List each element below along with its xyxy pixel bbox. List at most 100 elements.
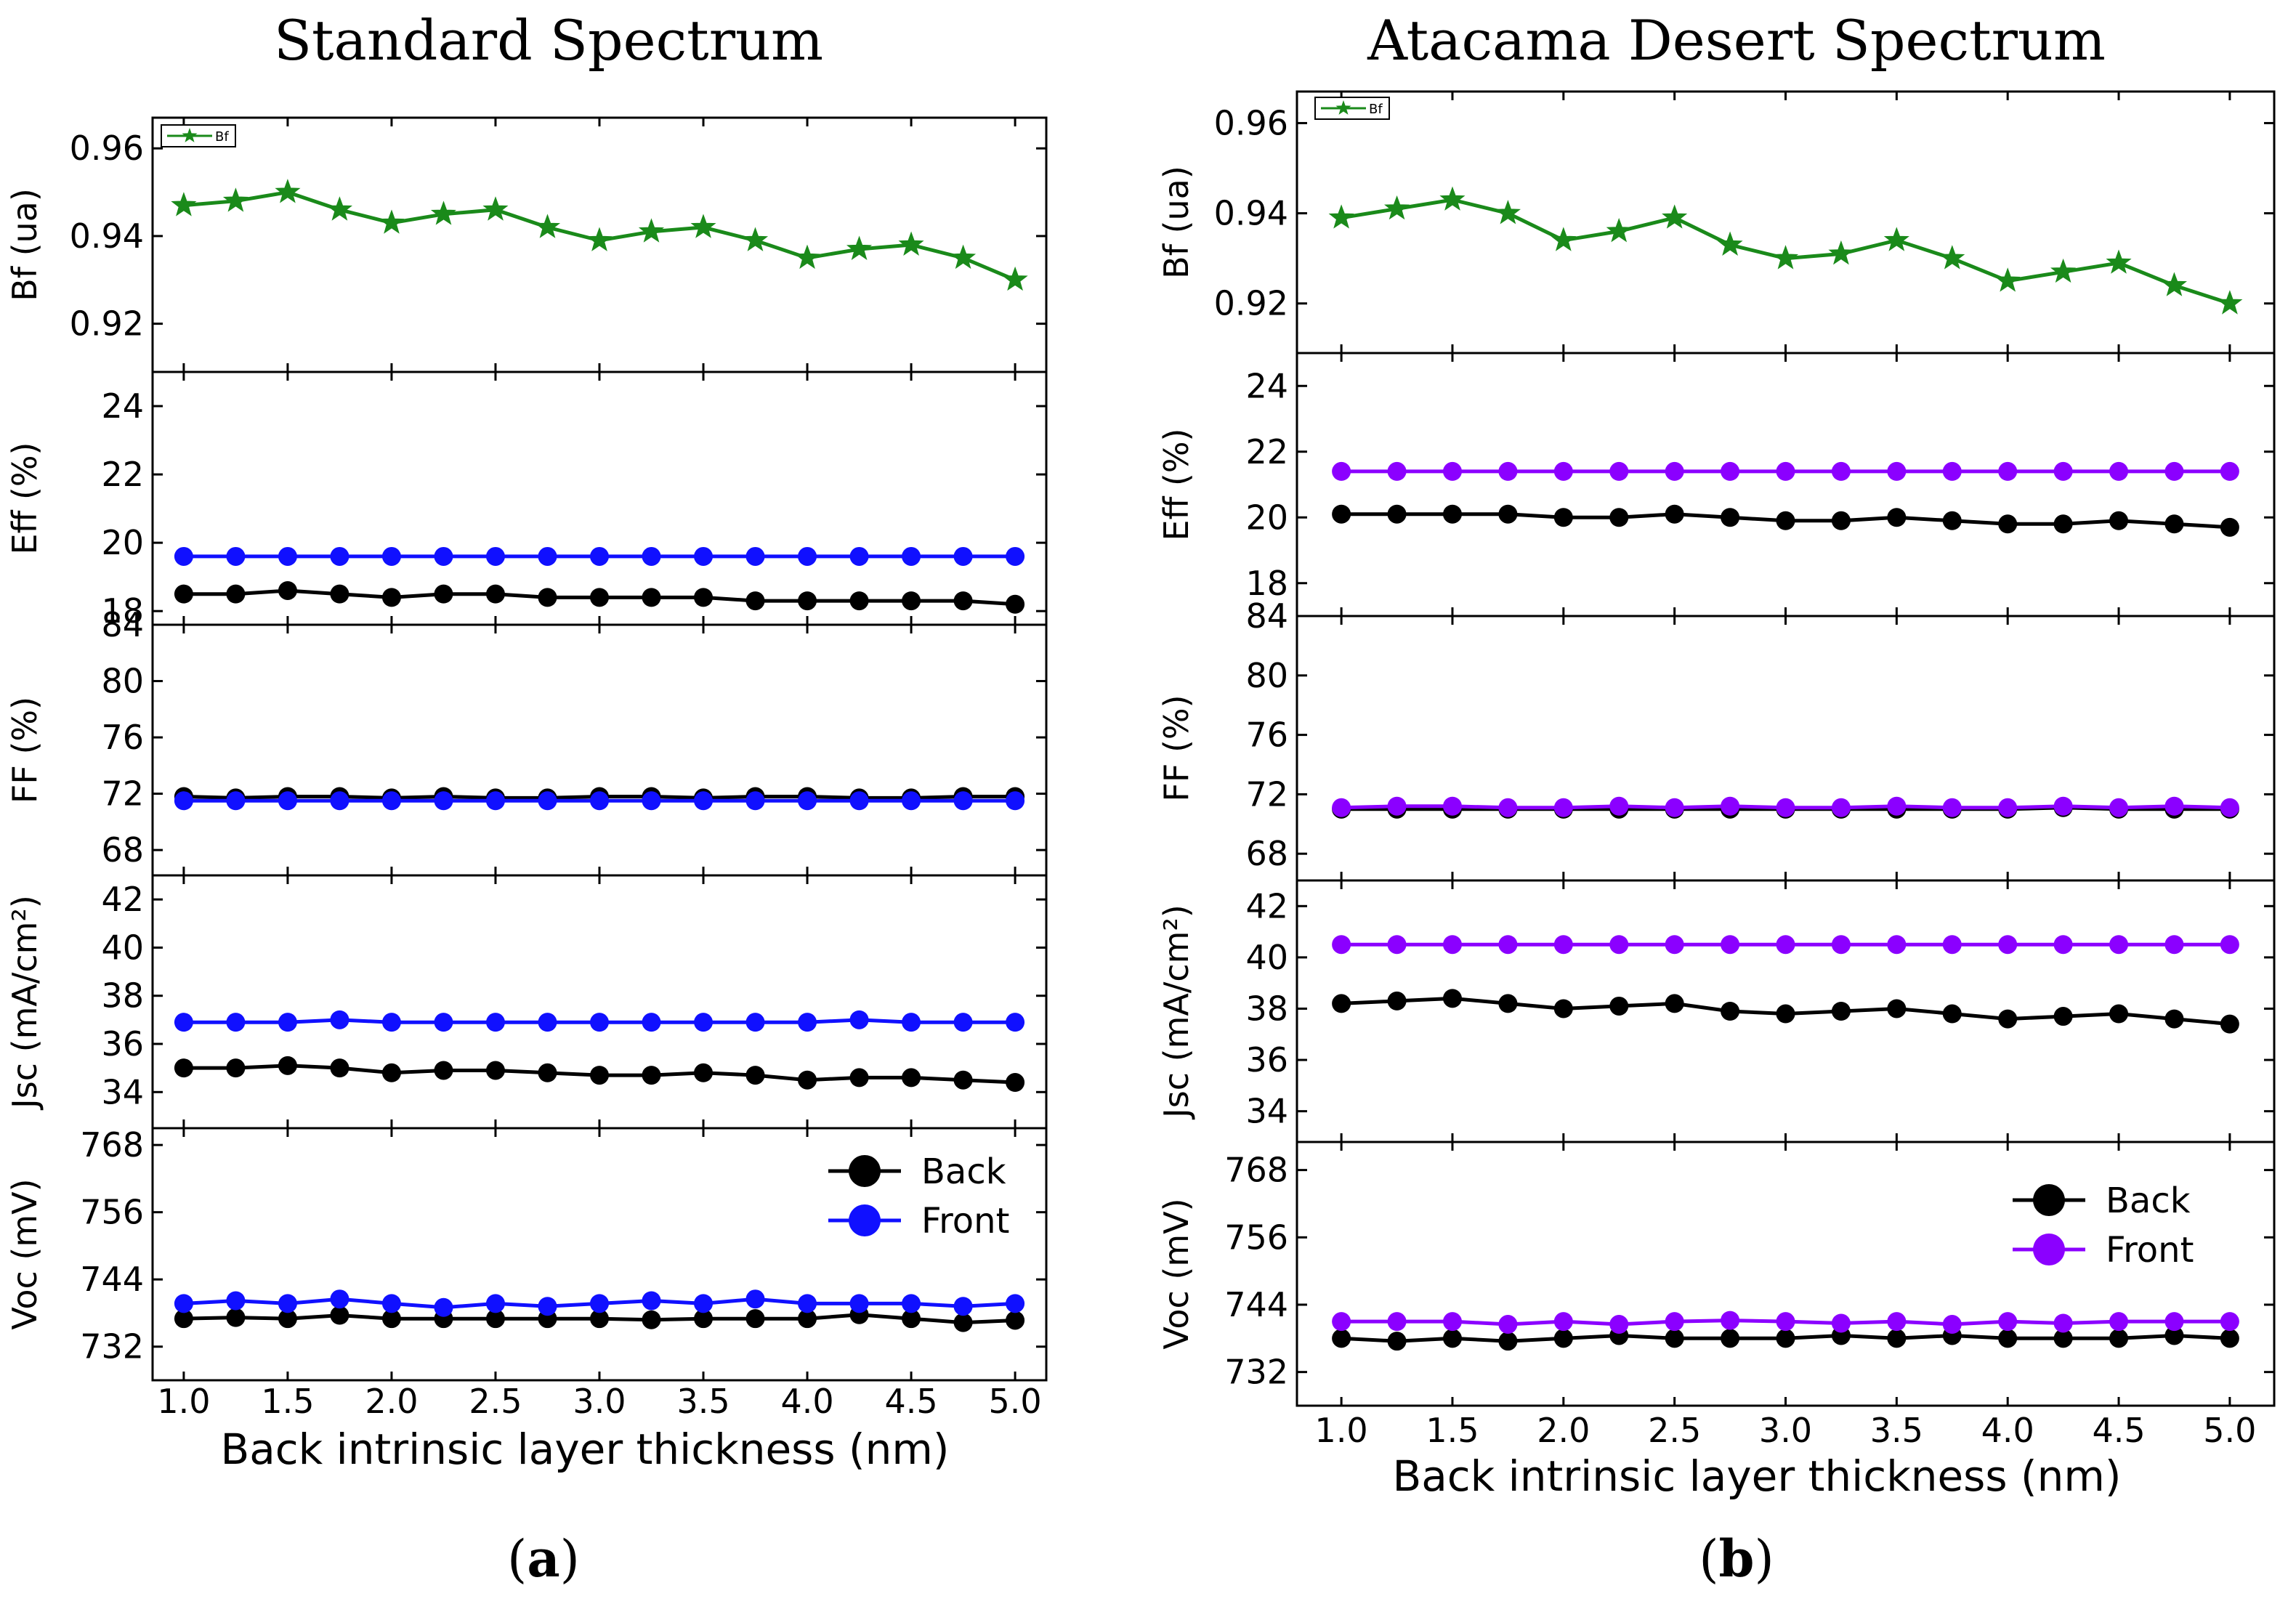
data-point <box>1442 504 1462 524</box>
data-point-star <box>898 231 924 256</box>
data-point <box>798 591 817 611</box>
data-point-star <box>1772 245 1799 270</box>
panel-4: 34 36 38 40 42 Jsc (mA/cm²) <box>1157 879 2276 1143</box>
series-bf <box>1328 186 2243 315</box>
series-front <box>174 546 1025 566</box>
series-back <box>1332 504 2239 537</box>
data-point <box>902 546 921 566</box>
data-point <box>1942 511 1962 530</box>
data-point <box>1498 461 1518 481</box>
data-point <box>1609 508 1629 527</box>
data-point <box>2220 798 2239 817</box>
data-point <box>902 791 921 811</box>
data-point-star <box>1717 231 1743 256</box>
data-point <box>849 791 869 811</box>
data-point-star <box>326 196 352 221</box>
data-point <box>953 1070 973 1090</box>
data-point <box>1721 461 1740 481</box>
data-point <box>1776 1004 1795 1024</box>
data-point <box>1498 1332 1518 1351</box>
data-point <box>902 1013 921 1032</box>
panel-frame <box>1295 352 2276 617</box>
data-point <box>849 546 869 566</box>
data-point <box>1332 1329 1351 1348</box>
y-tick-label: 40 <box>1245 938 1288 977</box>
data-point <box>1665 935 1684 955</box>
data-point <box>2053 514 2073 534</box>
data-point <box>485 1061 505 1080</box>
data-point <box>1721 508 1740 527</box>
data-point <box>1609 796 1629 816</box>
data-point-star <box>846 235 873 260</box>
data-point-star <box>1828 240 1854 265</box>
data-point <box>694 546 714 566</box>
data-point <box>1442 1312 1462 1332</box>
panel-frame <box>151 1127 1048 1382</box>
panel-5: 732 744 756 768 Voc (mV) Back Front 1.0 1.5 2.0 2.… <box>5 1125 1048 1421</box>
chart-standard-spectrum: Standard Spectrum 0.92 0.94 0.96 Bf (ua) Bf 18… <box>5 8 1048 1589</box>
data-point <box>1006 1073 1025 1093</box>
chart-atacama-desert-spectrum: Atacama Desert Spectrum 0.92 0.94 0.96 Bf (u… <box>1157 8 2276 1589</box>
data-point-star <box>430 201 456 225</box>
y-tick-label: 72 <box>101 774 144 814</box>
y-tick-label: 20 <box>1245 498 1288 537</box>
data-point <box>1006 546 1025 566</box>
series-back <box>1332 989 2239 1034</box>
data-point <box>1006 1013 1025 1032</box>
data-point <box>1498 1315 1518 1334</box>
y-axis-label: FF (%) <box>1157 694 1196 801</box>
data-point <box>485 1294 505 1313</box>
series-front <box>174 1289 1025 1317</box>
data-point <box>1006 791 1025 811</box>
panel-1: 0.92 0.94 0.96 Bf (ua) Bf <box>5 116 1048 373</box>
data-point-star <box>222 187 248 212</box>
data-point <box>1831 798 1851 817</box>
x-tick-label: 2.5 <box>469 1382 522 1421</box>
data-point <box>330 1289 349 1309</box>
data-point <box>174 584 193 604</box>
data-point <box>1721 796 1740 816</box>
y-axis-label: Jsc (mA/cm²) <box>5 895 44 1111</box>
x-tick-label: 4.0 <box>1981 1411 2034 1450</box>
data-point <box>798 791 817 811</box>
data-point <box>798 1294 817 1313</box>
data-point <box>330 1010 349 1029</box>
data-point <box>2164 1326 2184 1345</box>
legend-star <box>182 128 198 142</box>
data-point <box>642 546 661 566</box>
data-point-star <box>1939 245 1965 270</box>
y-tick-label: 0.96 <box>70 129 144 168</box>
data-point <box>953 1013 973 1032</box>
y-tick-label: 0.92 <box>70 304 144 344</box>
data-point-star <box>1662 204 1688 229</box>
y-tick-label: 0.92 <box>1214 284 1288 323</box>
data-point <box>1553 935 1573 955</box>
data-point <box>1721 1329 1740 1348</box>
panel-1: 0.92 0.94 0.96 Bf (ua) Bf <box>1157 90 2276 355</box>
y-tick-label: 24 <box>101 386 144 426</box>
y-tick-label: 744 <box>80 1260 144 1299</box>
y-tick-label: 84 <box>101 605 144 644</box>
x-tick-label: 1.0 <box>157 1382 210 1421</box>
panel-2: 18 20 22 24 Eff (%) <box>5 370 1048 631</box>
data-point <box>642 588 661 607</box>
data-point <box>1887 796 1907 816</box>
series-bf <box>171 179 1028 291</box>
y-tick-label: 18 <box>101 591 144 631</box>
data-point <box>1776 1312 1795 1332</box>
data-point <box>1332 1312 1351 1332</box>
data-point <box>2164 1009 2184 1029</box>
data-point <box>1665 504 1684 524</box>
data-point <box>1998 461 2018 481</box>
data-point <box>902 1294 921 1313</box>
data-point <box>1387 1312 1407 1332</box>
data-point <box>330 546 349 566</box>
data-point <box>590 1066 609 1085</box>
data-point-star <box>2050 258 2077 283</box>
y-tick-label: 732 <box>1224 1353 1288 1392</box>
x-tick-label: 2.0 <box>365 1382 418 1421</box>
data-point-star <box>1328 204 1354 229</box>
y-tick-label: 76 <box>101 718 144 757</box>
data-point <box>902 1068 921 1088</box>
y-tick-label: 732 <box>80 1327 144 1366</box>
